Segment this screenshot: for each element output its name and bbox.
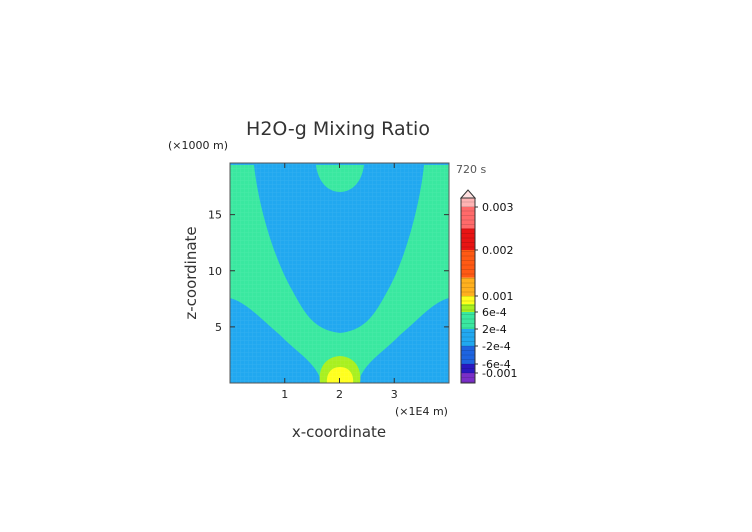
x-tick-label: 2 [336, 388, 343, 401]
colorbar-label: -6e-4 [482, 358, 511, 371]
colorbar-labels: 0.003 0.002 0.001 6e-4 2e-4 -2e-4 -6e-4-0.001 [475, 201, 517, 380]
x-axis-ticks: 1 2 3 [281, 163, 398, 401]
y-tick-label: 10 [208, 265, 222, 278]
y-axis-ticks: 5 10 15 [208, 209, 449, 334]
heatmap-field [230, 163, 449, 383]
colorbar-label: 0.001 [482, 290, 514, 303]
colorbar-extend-arrow [459, 189, 477, 199]
colorbar [459, 189, 477, 384]
y-axis-label: z-coordinate [182, 226, 200, 319]
colorbar-label: 0.003 [482, 201, 514, 214]
colorbar-band [461, 312, 475, 329]
colorbar-band [461, 228, 475, 250]
y-axis-unit: (×1000 m) [168, 139, 228, 152]
time-label: 720 s [456, 163, 486, 176]
chart-title: H2O-g Mixing Ratio [246, 118, 430, 140]
colorbar-band [461, 277, 475, 296]
colorbar-band [461, 198, 475, 207]
colorbar-band [461, 296, 475, 304]
x-axis-unit: (×1E4 m) [395, 405, 448, 418]
grid-texture [230, 163, 449, 383]
colorbar-band [461, 329, 475, 346]
y-tick-label: 5 [215, 321, 222, 334]
x-tick-label: 1 [281, 388, 288, 401]
colorbar-band [461, 373, 475, 383]
colorbar-label: -0.001 [482, 367, 517, 380]
x-tick-label: 3 [391, 388, 398, 401]
colorbar-label: -2e-4 [482, 340, 511, 353]
colorbar-label: 6e-4 [482, 306, 507, 319]
colorbar-band [461, 364, 475, 373]
colorbar-band [461, 207, 475, 229]
x-axis-label: x-coordinate [292, 423, 386, 441]
colorbar-band [461, 346, 475, 364]
colorbar-label: 2e-4 [482, 323, 507, 336]
y-tick-label: 15 [208, 209, 222, 222]
colorbar-label: 0.002 [482, 244, 514, 257]
colorbar-band [461, 250, 475, 278]
colorbar-band [461, 304, 475, 312]
